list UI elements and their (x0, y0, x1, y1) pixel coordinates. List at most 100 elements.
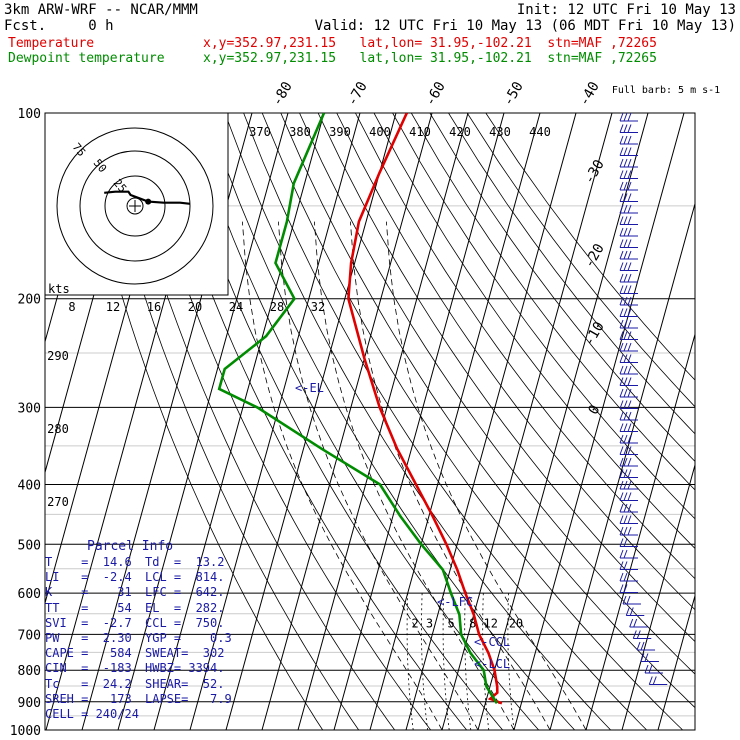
dry-adiabat (280, 113, 695, 709)
parcel-info-left: TT = 54 (45, 600, 132, 615)
isotherm (369, 113, 541, 730)
parcel-info-right: LAPSE= 7.9 (145, 691, 232, 706)
theta-label: 410 (409, 125, 431, 139)
wind-barb-flag (629, 618, 634, 628)
isotherm (477, 113, 649, 730)
wind-barb-flag (619, 124, 624, 133)
wind-barb (619, 227, 638, 237)
wind-barb-flag (627, 400, 632, 409)
wind-barb-flag (623, 181, 628, 191)
wind-barb-flag (627, 147, 632, 156)
wind-barb-flag (627, 158, 632, 168)
wind-barb-flag (627, 446, 632, 455)
model-title: 3km ARW-WRF -- NCAR/MMM (4, 2, 198, 18)
annotations: <-EL <-LFC <-CCL <-LCL (295, 381, 510, 671)
wind-barb-flag (626, 595, 631, 605)
wind-barb-flag (619, 308, 624, 317)
wind-barb-flag (619, 434, 624, 444)
mixing-ratio-line (507, 593, 515, 730)
wind-barb-flag (619, 147, 624, 156)
wind-barb-flag (619, 342, 624, 352)
wind-barb (619, 377, 638, 386)
theta-label: 400 (369, 125, 391, 139)
dry-adiabat (168, 113, 504, 730)
theta-label: 370 (249, 125, 271, 139)
isotherm (513, 113, 685, 730)
isotherm-label: -30 (581, 157, 608, 187)
wind-barb (619, 147, 638, 156)
wind-barb-flag (623, 423, 628, 432)
parcel-info-left: T = 14.6 (45, 555, 132, 569)
wind-barb (619, 158, 638, 168)
wind-barb-flag (623, 411, 628, 421)
wind-barb-flag (619, 365, 624, 375)
wind-barb-flag (627, 227, 632, 237)
moist-adiabat (242, 221, 443, 730)
wind-barb (619, 250, 638, 260)
dry-adiabat (429, 113, 695, 463)
isotherm (189, 113, 361, 730)
wind-barb (619, 296, 638, 306)
wind-barb-flag (627, 411, 632, 421)
wind-barb-flag (619, 400, 624, 409)
wind-barb-flag (627, 135, 632, 145)
wind-barb-flag (623, 480, 628, 490)
wind-barb (619, 204, 638, 214)
dry-adiabat (485, 113, 695, 381)
hodograph-ring (56, 127, 214, 285)
parcel-info-row: LI = -2.4 LCL = 814. (45, 570, 235, 585)
wind-barb (619, 584, 638, 593)
wind-barb (619, 135, 638, 145)
dewpoint-line (217, 113, 499, 704)
parcel-info-left: CIN = -183 (45, 661, 132, 676)
wind-barb-flag (619, 319, 624, 329)
wind-barb-flag (633, 618, 638, 628)
wind-barb (619, 480, 638, 490)
wind-barb-flag (627, 503, 632, 513)
wind-barb-flag (623, 170, 628, 179)
wind-barb-flag (623, 365, 628, 375)
parcel-info-right: SHEAR= 52. (145, 676, 225, 691)
wind-barb-flag (627, 112, 632, 122)
wind-barb-flag (632, 630, 637, 639)
parcel-info-row: T = 14.6 Td = 13.2 (45, 555, 235, 570)
wind-barb-flag (627, 204, 632, 214)
parcel-info-row: SVI = -2.7 CCL = 750. (45, 616, 235, 631)
dry-adiabat (261, 113, 683, 730)
wind-barb-flag (627, 250, 632, 260)
mixing-ratio-line (442, 593, 450, 730)
theta-label: 440 (529, 125, 551, 139)
parcel-info-right: YGP = 0.3 (145, 631, 232, 646)
wind-barb-flag (625, 607, 630, 616)
wind-barb-flag (652, 676, 657, 685)
pressure-tick-label: 500 (18, 538, 41, 553)
wind-barb (619, 124, 638, 133)
wind-barb-flag (623, 434, 628, 444)
wind-barb (619, 319, 638, 329)
wind-barb-flag (619, 549, 624, 559)
wind-barb (636, 641, 656, 651)
wind-barb (619, 285, 638, 294)
wind-barb-flag (627, 124, 632, 133)
wind-barb (619, 342, 638, 352)
wind-barb-flag (648, 676, 653, 685)
wind-barb-flag (623, 158, 628, 168)
wind-barb (619, 561, 638, 570)
wind-barb-flag (619, 561, 624, 570)
wind-barb-flag (627, 377, 632, 386)
wind-barb-flag (619, 457, 624, 467)
isotherm-label: -80 (269, 79, 296, 109)
isotherm (441, 113, 613, 730)
barb-legend-label: Full barb: 5 m s-1 (612, 85, 720, 96)
theta-label: 420 (449, 125, 471, 139)
wind-barb-flag (627, 526, 632, 536)
wind-barb-flag (627, 296, 632, 306)
wind-barb-flag (619, 572, 624, 582)
wind-barb-flag (623, 515, 628, 524)
parcel-info-row: K = 31 LFC = 642. (45, 585, 235, 600)
wind-barb-flag (623, 239, 628, 248)
mixing-ratio-label: 20 (509, 616, 523, 630)
parcel-info-row: Tc = 24.2 SHEAR= 52. (45, 677, 235, 692)
wind-barb (640, 653, 659, 662)
isotherm (405, 113, 577, 730)
